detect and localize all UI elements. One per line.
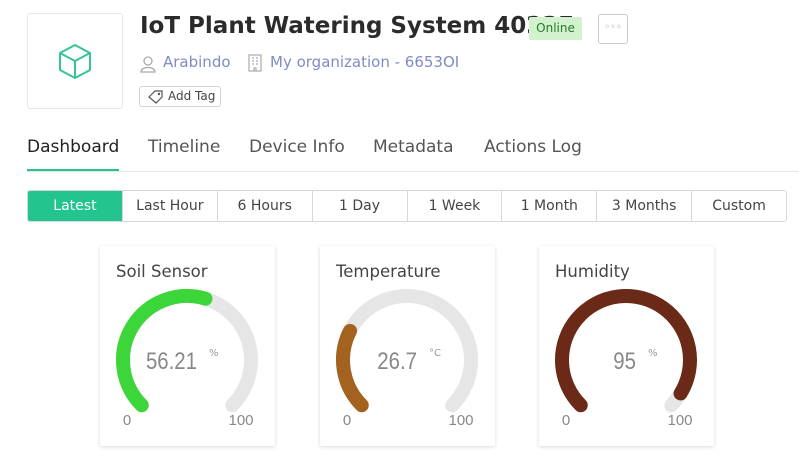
gauge-title: Humidity (555, 262, 630, 281)
gauge-max: 100 (667, 412, 692, 429)
status-badge: Online (529, 17, 582, 40)
gauge-fill (116, 289, 213, 413)
gauge-title: Soil Sensor (116, 262, 208, 281)
gauge-value: 56.21 (146, 347, 197, 374)
time-range-button[interactable]: 1 Week (406, 191, 502, 221)
gauge-min: 0 (343, 412, 351, 429)
time-range-button[interactable]: 1 Month (501, 191, 596, 221)
tab-bar: Dashboard Timeline Device Info Metadata Acti… (27, 137, 799, 172)
gauge-unit: % (209, 348, 219, 359)
gauge-unit: °C (429, 348, 441, 359)
add-tag-button[interactable]: Add Tag (139, 86, 221, 107)
time-range-bar: Latest Last Hour 6 Hours 1 Day 1 Week 1 Month… (27, 190, 787, 222)
device-logo (27, 13, 123, 109)
tab[interactable]: Metadata (373, 137, 454, 157)
time-range-button[interactable]: 3 Months (596, 191, 691, 221)
org-icon (248, 54, 262, 72)
gauge-value: 26.7 (377, 347, 417, 374)
device-title: IoT Plant Watering System 4023E (140, 13, 574, 39)
tag-icon (148, 90, 163, 104)
tab[interactable]: Timeline (148, 137, 221, 157)
gauge: 56.21 % 0 100 (116, 289, 258, 429)
time-range-button[interactable]: Latest (28, 191, 122, 221)
add-tag-label: Add Tag (168, 89, 216, 103)
org-link[interactable]: My organization - 6653OI (270, 53, 460, 71)
more-button[interactable]: ◦◦◦ (598, 14, 628, 44)
gauge-card: Humidity 95% 0 100 (539, 246, 714, 446)
gauge-card: Temperature 26.7 °C 0 100 (320, 246, 495, 446)
tab[interactable]: Actions Log (484, 137, 582, 157)
gauge-card: Soil Sensor 56.21% 0 100 (100, 246, 275, 446)
time-range-button[interactable]: 6 Hours (216, 191, 312, 221)
gauge-max: 100 (448, 412, 473, 429)
gauge: 95 % 0 100 (555, 289, 697, 429)
gauge-value: 95 (613, 347, 636, 374)
gauge-title: Temperature (336, 262, 441, 281)
gauge: 26.7 °C 0 100 (336, 289, 478, 429)
time-range-button[interactable]: Custom (691, 191, 786, 221)
tab[interactable]: Device Info (249, 137, 345, 157)
time-range-button[interactable]: Last Hour (121, 191, 217, 221)
owner-link[interactable]: Arabindo (163, 53, 231, 71)
gauge-unit: % (648, 348, 658, 359)
gauge-min: 0 (123, 412, 131, 429)
time-range-button[interactable]: 1 Day (311, 191, 407, 221)
user-icon (140, 56, 156, 73)
tab[interactable]: Dashboard (27, 137, 120, 171)
cube-icon (59, 44, 91, 79)
gauge-max: 100 (228, 412, 253, 429)
gauge-min: 0 (562, 412, 570, 429)
gauge-fill (336, 323, 369, 413)
gauge-fill (555, 289, 697, 413)
